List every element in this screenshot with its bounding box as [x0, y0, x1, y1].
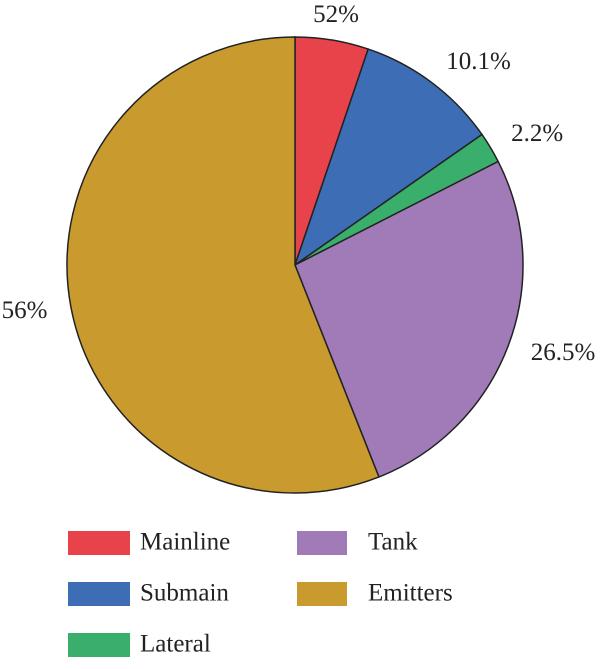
- legend-swatch: [68, 633, 130, 657]
- legend-label: Submain: [140, 580, 229, 607]
- legend-label: Emitters: [368, 580, 453, 607]
- pie-slice: [293, 48, 483, 267]
- legend-swatch: [68, 582, 130, 606]
- slice-label: 10.1%: [446, 48, 511, 75]
- legend-label: Tank: [368, 529, 418, 556]
- pie-slice: [66, 36, 380, 494]
- legend-label: Lateral: [140, 631, 211, 658]
- legend-swatch: [297, 531, 347, 555]
- slice-label: 26.5%: [531, 339, 596, 366]
- legend-swatch: [297, 582, 347, 606]
- slice-label: 56%: [2, 297, 48, 324]
- legend-label: Mainline: [140, 529, 230, 556]
- slice-label: 52%: [313, 1, 359, 28]
- legend-swatch: [68, 531, 130, 555]
- pie-slice: [294, 160, 524, 478]
- slice-label: 2.2%: [511, 120, 563, 147]
